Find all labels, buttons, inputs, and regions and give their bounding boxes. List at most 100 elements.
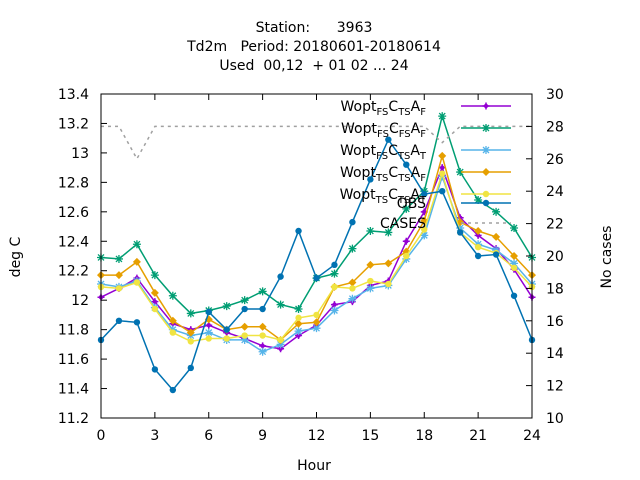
- y-tick-label: 12.4: [58, 234, 89, 250]
- data-point: [348, 294, 357, 303]
- data-point: [259, 305, 266, 313]
- data-point: [438, 151, 447, 160]
- data-point: [330, 306, 339, 315]
- title-line-2: Td2m Period: 20180601-20180614: [186, 39, 441, 55]
- data-point: [204, 328, 213, 337]
- data-point: [223, 335, 230, 342]
- plot-frame: [100, 93, 533, 419]
- data-point: [258, 287, 267, 296]
- data-point: [186, 328, 195, 337]
- data-point: [133, 319, 141, 326]
- data-point: [151, 366, 159, 373]
- data-point: [439, 188, 446, 195]
- data-point: [385, 136, 392, 143]
- legend-entry-4: WoptTSCTSAT: [340, 187, 511, 206]
- data-point: [187, 364, 194, 372]
- data-point: [456, 229, 464, 236]
- legend-label: WoptTSCTSAT: [340, 187, 427, 206]
- legend-label: OBS: [397, 196, 426, 212]
- data-point: [312, 324, 321, 333]
- x-tick-label: 3: [150, 428, 159, 444]
- y-tick-label: 12: [71, 293, 89, 309]
- y2-tick-label: 10: [546, 411, 564, 427]
- y-tick-label: 11.6: [58, 352, 89, 368]
- data-point: [295, 314, 302, 322]
- data-point: [240, 335, 249, 344]
- y2-axis-label: No cases: [599, 226, 615, 289]
- data-point: [456, 168, 465, 177]
- y-tick-label: 12.8: [58, 175, 89, 191]
- data-point: [474, 252, 482, 260]
- x-tick-label: 0: [97, 428, 106, 444]
- data-point: [169, 386, 177, 394]
- y2-tick-label: 12: [546, 379, 564, 395]
- data-point: [151, 305, 159, 313]
- data-point-dot: [440, 165, 445, 170]
- data-point: [420, 231, 429, 240]
- data-point: [482, 124, 490, 132]
- series-line: [101, 125, 532, 161]
- x-tick-label: 6: [204, 428, 213, 444]
- data-point: [384, 259, 393, 268]
- data-point: [240, 322, 249, 331]
- y-tick-label: 11.4: [58, 382, 89, 398]
- y-tick-label: 12.2: [58, 264, 89, 280]
- data-point-dot: [332, 302, 337, 307]
- series-line: [100, 113, 533, 315]
- data-point: [510, 264, 518, 271]
- data-point: [403, 161, 410, 168]
- legend-entry-0: WoptFSCTSAF: [341, 99, 511, 118]
- y2-tick-label: 22: [546, 217, 564, 233]
- series-5: [97, 136, 536, 394]
- x-tick-label: 18: [415, 428, 433, 444]
- data-point: [150, 271, 159, 280]
- axes-layer: 0 3 6 9 12 15 18 21 24 11.2 11.4 11.6 11.8 12 12.2 12.4…: [58, 87, 564, 444]
- data-point-dot: [422, 209, 427, 215]
- y2-tick-label: 14: [546, 346, 564, 362]
- series-3: [97, 151, 536, 344]
- y2-tick-label: 30: [546, 87, 564, 103]
- y-axis-label: deg C: [8, 236, 24, 277]
- data-point: [258, 347, 267, 356]
- series-line: [100, 138, 533, 392]
- data-point: [403, 252, 410, 260]
- data-point: [421, 226, 428, 233]
- y2-tick-label: 24: [546, 184, 564, 200]
- data-point: [367, 176, 374, 183]
- data-point: [330, 269, 339, 278]
- data-point: [277, 336, 284, 344]
- x-tick-label: 9: [258, 428, 267, 444]
- data-point: [132, 257, 141, 266]
- y2-tick-label: 20: [546, 249, 564, 265]
- legend-label: WoptTSCTSAF: [340, 165, 426, 184]
- data-point: [384, 228, 393, 237]
- data-point: [241, 332, 248, 339]
- data-point: [510, 224, 519, 233]
- data-point: [474, 226, 483, 235]
- data-point: [258, 322, 267, 331]
- data-point: [312, 318, 321, 327]
- y-tick-label: 13.4: [58, 87, 89, 103]
- data-point: [349, 285, 356, 292]
- data-point: [114, 271, 123, 280]
- data-point: [294, 327, 303, 336]
- data-point: [348, 244, 357, 253]
- data-point: [421, 190, 428, 198]
- data-point: [492, 251, 500, 258]
- data-point: [187, 338, 194, 345]
- data-point: [115, 317, 123, 324]
- x-tick-label: 12: [308, 428, 326, 444]
- y-tick-label: 11.8: [58, 323, 89, 339]
- data-point: [222, 302, 231, 311]
- data-point: [366, 226, 375, 235]
- y-tick-label: 13: [71, 146, 89, 162]
- data-point: [474, 243, 482, 251]
- data-point: [438, 112, 447, 121]
- series-4: [97, 170, 536, 345]
- data-point: [241, 305, 248, 313]
- data-point-dot: [404, 239, 409, 244]
- data-point: [510, 259, 519, 268]
- data-point: [492, 207, 501, 216]
- data-point: [186, 309, 195, 318]
